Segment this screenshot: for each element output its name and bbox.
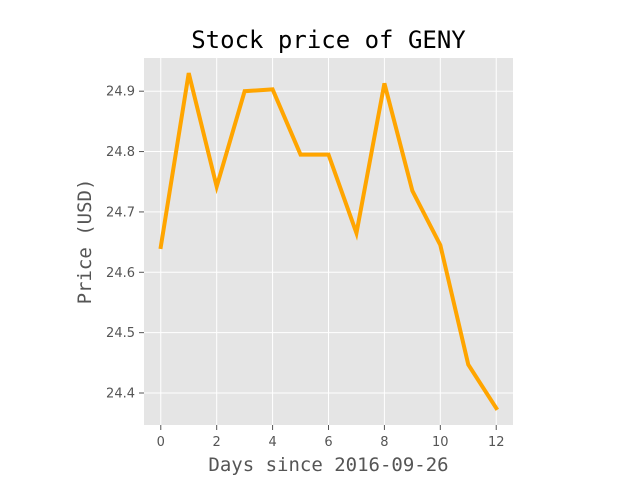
- grid-lines: [144, 58, 513, 425]
- y-tick-label: 24.8: [106, 145, 135, 160]
- x-tick-label: 8: [380, 435, 388, 450]
- y-tick-label: 24.6: [106, 266, 135, 281]
- x-tick-label: 2: [213, 435, 221, 450]
- y-tick-label: 24.7: [106, 205, 135, 220]
- x-tick-label: 10: [432, 435, 449, 450]
- y-tick-label: 24.9: [106, 85, 135, 100]
- x-tick-label: 12: [488, 435, 505, 450]
- x-axis-label: Days since 2016-09-26: [208, 454, 448, 476]
- axis-ticks: 0 2 4 6 8 10 12 24.4 24.5 24.6 24.7 24.8 24.9: [106, 85, 504, 450]
- x-tick-label: 0: [157, 435, 165, 450]
- y-tick-label: 24.4: [106, 387, 135, 402]
- x-tick-label: 4: [268, 435, 276, 450]
- x-tick-label: 6: [324, 435, 332, 450]
- y-axis-label: Price (USD): [74, 179, 96, 305]
- series-group: [158, 72, 499, 411]
- series-line-0: [158, 72, 499, 411]
- y-tick-label: 24.5: [106, 326, 135, 341]
- chart-title: Stock price of GENY: [191, 26, 466, 54]
